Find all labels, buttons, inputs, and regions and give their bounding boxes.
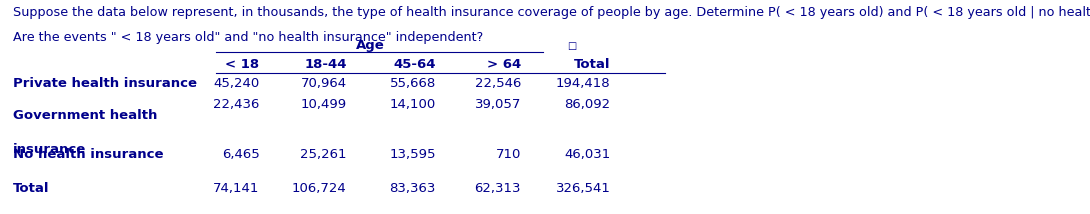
Text: Are the events " < 18 years old" and "no health insurance" independent?: Are the events " < 18 years old" and "no… <box>13 31 483 44</box>
Text: 106,724: 106,724 <box>292 182 347 195</box>
Text: Suppose the data below represent, in thousands, the type of health insurance cov: Suppose the data below represent, in tho… <box>13 6 1090 19</box>
Text: 6,465: 6,465 <box>221 148 259 161</box>
Text: 22,546: 22,546 <box>474 77 521 90</box>
Text: Total: Total <box>13 182 49 195</box>
Text: 18-44: 18-44 <box>304 58 347 71</box>
Text: 55,668: 55,668 <box>390 77 436 90</box>
Text: Age: Age <box>356 39 385 52</box>
Text: 13,595: 13,595 <box>389 148 436 161</box>
Text: 45-64: 45-64 <box>393 58 436 71</box>
Text: 10,499: 10,499 <box>301 98 347 111</box>
Text: 326,541: 326,541 <box>556 182 610 195</box>
Text: 70,964: 70,964 <box>301 77 347 90</box>
Text: Private health insurance: Private health insurance <box>13 77 197 90</box>
Text: 25,261: 25,261 <box>300 148 347 161</box>
Text: 46,031: 46,031 <box>565 148 610 161</box>
Text: No health insurance: No health insurance <box>13 148 164 161</box>
Text: 74,141: 74,141 <box>213 182 259 195</box>
Text: > 64: > 64 <box>487 58 521 71</box>
Text: < 18: < 18 <box>226 58 259 71</box>
Text: insurance: insurance <box>13 143 86 156</box>
Text: 45,240: 45,240 <box>214 77 259 90</box>
Text: □: □ <box>568 41 577 51</box>
Text: 86,092: 86,092 <box>565 98 610 111</box>
Text: 22,436: 22,436 <box>213 98 259 111</box>
Text: Total: Total <box>574 58 610 71</box>
Text: 39,057: 39,057 <box>474 98 521 111</box>
Text: 14,100: 14,100 <box>390 98 436 111</box>
Text: Government health: Government health <box>13 109 157 122</box>
Text: 710: 710 <box>496 148 521 161</box>
Text: 194,418: 194,418 <box>556 77 610 90</box>
Text: 83,363: 83,363 <box>389 182 436 195</box>
Text: 62,313: 62,313 <box>474 182 521 195</box>
